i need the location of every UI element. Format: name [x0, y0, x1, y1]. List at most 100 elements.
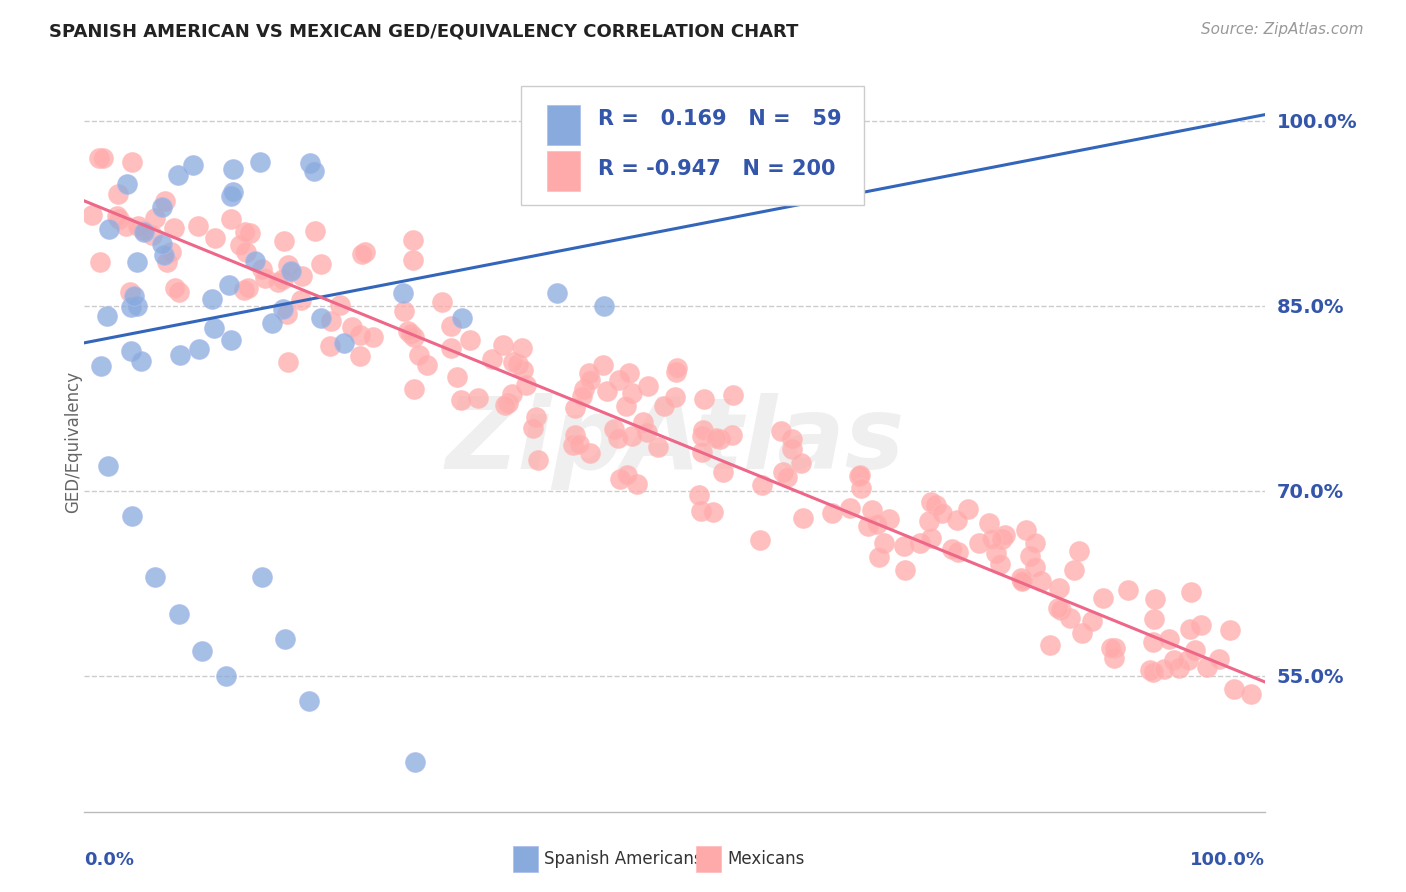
- Text: ZipAtlas: ZipAtlas: [446, 393, 904, 490]
- Point: [991, 532, 1014, 546]
- Point: [156, 255, 179, 269]
- Point: [1015, 524, 1038, 538]
- Bar: [547, 104, 581, 145]
- Point: [1168, 661, 1191, 675]
- Point: [1081, 615, 1104, 629]
- Point: [121, 508, 143, 523]
- Point: [402, 253, 425, 268]
- Point: [578, 366, 600, 380]
- Point: [512, 363, 534, 377]
- Point: [748, 533, 770, 547]
- Point: [969, 536, 991, 550]
- Point: [304, 224, 326, 238]
- Point: [522, 421, 544, 435]
- Point: [893, 539, 915, 553]
- Point: [204, 231, 226, 245]
- Point: [524, 410, 547, 425]
- Point: [693, 392, 716, 406]
- Point: [564, 428, 586, 442]
- Point: [1197, 660, 1219, 674]
- Point: [1157, 632, 1180, 646]
- Point: [1163, 653, 1185, 667]
- Point: [617, 366, 640, 380]
- Point: [349, 349, 371, 363]
- Point: [920, 531, 942, 545]
- Point: [1142, 635, 1164, 649]
- Point: [342, 320, 364, 334]
- Point: [988, 557, 1011, 571]
- Point: [262, 316, 284, 330]
- Point: [169, 285, 191, 300]
- Point: [666, 360, 689, 375]
- Point: [839, 500, 862, 515]
- Point: [620, 429, 643, 443]
- Point: [274, 632, 297, 646]
- Point: [688, 488, 710, 502]
- Point: [595, 384, 617, 399]
- Point: [526, 453, 548, 467]
- Point: [821, 506, 844, 520]
- Point: [782, 442, 804, 456]
- Point: [1208, 652, 1230, 666]
- Point: [396, 324, 419, 338]
- Point: [607, 373, 630, 387]
- Point: [1010, 570, 1032, 584]
- Point: [877, 512, 900, 526]
- Point: [690, 445, 713, 459]
- Point: [97, 459, 120, 474]
- Point: [578, 446, 600, 460]
- Point: [233, 226, 256, 240]
- Point: [515, 378, 537, 392]
- Point: [446, 370, 468, 384]
- Point: [169, 348, 191, 362]
- Point: [616, 467, 638, 482]
- Point: [222, 161, 245, 176]
- Point: [117, 177, 139, 191]
- Text: R = -0.947   N = 200: R = -0.947 N = 200: [598, 159, 835, 179]
- Point: [98, 222, 121, 236]
- Point: [107, 186, 129, 201]
- Point: [167, 169, 190, 183]
- Text: 0.0%: 0.0%: [84, 851, 135, 869]
- Point: [1019, 549, 1042, 564]
- Point: [458, 333, 481, 347]
- Point: [402, 233, 425, 247]
- Point: [792, 510, 814, 524]
- Point: [946, 545, 969, 559]
- Point: [1139, 664, 1161, 678]
- Point: [450, 393, 472, 408]
- Point: [866, 517, 889, 532]
- Point: [215, 669, 238, 683]
- Point: [609, 473, 631, 487]
- Point: [404, 756, 426, 770]
- Point: [191, 644, 214, 658]
- Point: [202, 321, 225, 335]
- Point: [221, 211, 243, 226]
- Point: [1143, 612, 1166, 626]
- Text: Mexicans: Mexicans: [727, 850, 804, 868]
- Point: [1102, 651, 1125, 665]
- Point: [1011, 574, 1033, 588]
- Point: [664, 390, 686, 404]
- Point: [564, 401, 586, 415]
- Point: [1104, 641, 1126, 656]
- Point: [1050, 603, 1073, 617]
- Point: [430, 295, 453, 310]
- Point: [506, 357, 529, 371]
- Point: [568, 437, 591, 451]
- Point: [266, 276, 288, 290]
- Point: [218, 277, 240, 292]
- Point: [451, 311, 474, 326]
- Point: [631, 415, 654, 429]
- Point: [404, 382, 426, 396]
- Point: [115, 219, 138, 233]
- Point: [309, 311, 332, 326]
- Text: 100.0%: 100.0%: [1191, 851, 1265, 869]
- Point: [1184, 642, 1206, 657]
- Text: SPANISH AMERICAN VS MEXICAN GED/EQUIVALENCY CORRELATION CHART: SPANISH AMERICAN VS MEXICAN GED/EQUIVALE…: [49, 22, 799, 40]
- Point: [981, 533, 1004, 547]
- Point: [956, 502, 979, 516]
- Point: [692, 423, 714, 437]
- Point: [1153, 662, 1175, 676]
- Point: [399, 326, 422, 341]
